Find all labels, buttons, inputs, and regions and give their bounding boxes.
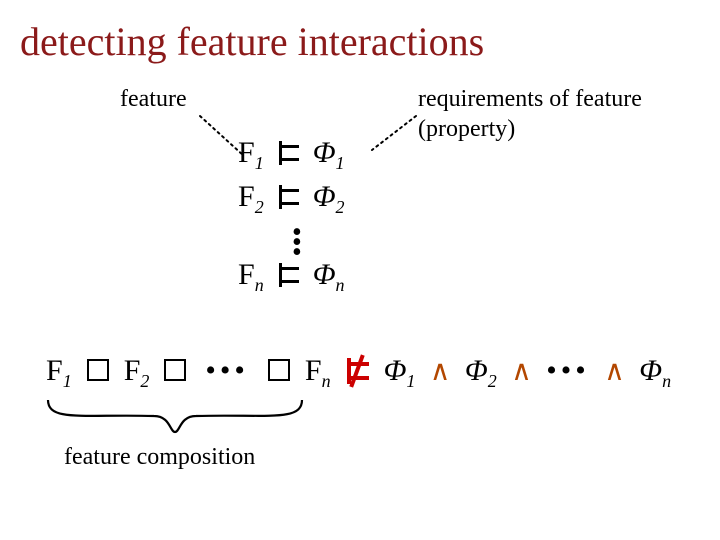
F-sym: F — [238, 180, 255, 213]
F-sym: F — [238, 258, 255, 291]
phi-sym: Φ — [384, 354, 407, 387]
phi-sym: Φ — [313, 258, 336, 291]
vertical-dots: ••• — [292, 228, 302, 257]
F-sub: 2 — [255, 197, 264, 217]
phi-sub: n — [336, 275, 345, 295]
F-sub: n — [255, 275, 264, 295]
not-entails-icon — [344, 357, 370, 385]
phi-sub: 1 — [336, 153, 345, 173]
F-sym: F — [238, 136, 255, 169]
composition-line: F1 F2 ••• Fn Φ1 ∧ Φ2 ∧ ••• ∧ Φn — [46, 354, 671, 392]
model-row-2: F2 Φ2 — [238, 180, 345, 218]
model-row-n: Fn Φn — [238, 258, 345, 296]
F-sym: F — [124, 354, 141, 387]
model-row-1: F1 Φ1 — [238, 136, 345, 174]
phi-sub: 1 — [406, 371, 415, 391]
phi-sym: Φ — [313, 180, 336, 213]
entails-icon — [277, 185, 299, 209]
F-sub: 1 — [255, 153, 264, 173]
phi-sym: Φ — [465, 354, 488, 387]
label-composition: feature composition — [64, 444, 255, 471]
phi-sub: n — [662, 371, 671, 391]
F-sym: F — [46, 354, 63, 387]
phi-sub: 2 — [336, 197, 345, 217]
compose-op-icon — [268, 359, 290, 381]
F-sub: 1 — [63, 371, 72, 391]
F-sym: F — [305, 354, 322, 387]
F-sub: 2 — [140, 371, 149, 391]
compose-op-icon — [87, 359, 109, 381]
phi-sym: Φ — [639, 354, 662, 387]
entails-icon — [277, 141, 299, 165]
phi-sub: 2 — [488, 371, 497, 391]
compose-op-icon — [164, 359, 186, 381]
F-sub: n — [322, 371, 331, 391]
underbrace-icon — [44, 396, 306, 440]
phi-sym: Φ — [313, 136, 336, 169]
entails-icon — [277, 263, 299, 287]
